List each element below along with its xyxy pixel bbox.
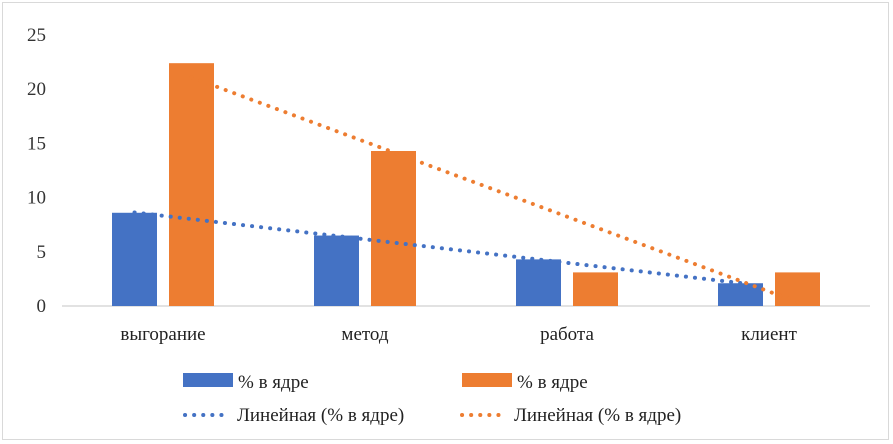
y-axis: 0 5 10 15 20 25 <box>27 25 46 317</box>
y-tick-label: 5 <box>37 242 47 263</box>
x-category-label: работа <box>540 324 594 345</box>
trendlines-group <box>132 75 800 305</box>
y-tick-label: 25 <box>27 25 46 46</box>
trendline-orange <box>189 75 800 305</box>
x-axis-labels: выгорание метод работа клиент <box>120 324 797 345</box>
bar-orange-2 <box>573 272 618 306</box>
legend-swatch-1 <box>462 373 512 387</box>
legend-label-1: % в ядре <box>517 372 588 393</box>
legend-trend-label-1: Линейная (% в ядре) <box>514 405 681 426</box>
y-tick-label: 0 <box>37 296 47 317</box>
x-category-label: выгорание <box>120 324 205 345</box>
bar-blue-2 <box>516 259 561 306</box>
trendline-blue <box>132 210 743 286</box>
y-tick-label: 15 <box>27 133 46 154</box>
x-category-label: клиент <box>741 324 797 345</box>
bar-blue-0 <box>112 212 157 306</box>
bar-orange-0 <box>169 63 214 307</box>
bar-blue-1 <box>314 235 359 306</box>
bars-group <box>112 63 820 307</box>
y-tick-label: 20 <box>27 79 46 100</box>
legend-label-0: % в ядре <box>238 372 309 393</box>
legend: % в ядре % в ядре Линейная (% в ядре) Линей… <box>183 372 681 426</box>
x-category-label: метод <box>341 324 388 345</box>
bar-orange-1 <box>371 150 416 306</box>
legend-trend-label-0: Линейная (% в ядре) <box>237 405 404 426</box>
y-tick-label: 10 <box>27 188 46 209</box>
legend-swatch-0 <box>183 373 233 387</box>
bar-blue-3 <box>718 283 763 306</box>
